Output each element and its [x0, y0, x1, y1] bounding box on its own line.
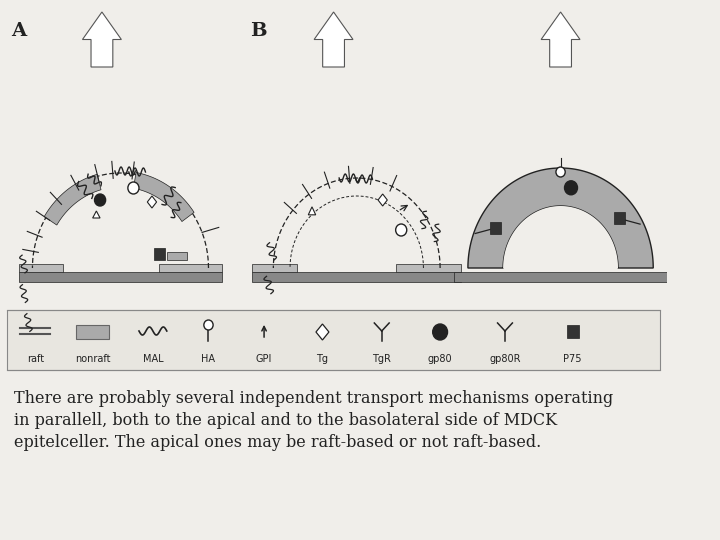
Bar — [454, 272, 667, 282]
Polygon shape — [378, 194, 387, 206]
Text: A: A — [11, 22, 26, 40]
Bar — [567, 325, 579, 338]
Bar — [614, 212, 625, 224]
Bar — [154, 248, 165, 260]
Text: epitelceller. The apical ones may be raft-based or not raft-based.: epitelceller. The apical ones may be raf… — [14, 434, 541, 451]
Polygon shape — [541, 12, 580, 67]
Text: gp80R: gp80R — [489, 354, 521, 364]
Circle shape — [204, 320, 213, 330]
Text: nonraft: nonraft — [75, 354, 110, 364]
Polygon shape — [83, 12, 122, 67]
Bar — [490, 221, 501, 233]
Circle shape — [433, 324, 448, 340]
Text: GPI: GPI — [256, 354, 272, 364]
Polygon shape — [308, 207, 315, 215]
Bar — [19, 264, 63, 272]
Text: MAL: MAL — [143, 354, 163, 364]
Text: raft: raft — [27, 354, 44, 364]
Polygon shape — [148, 196, 156, 208]
Polygon shape — [44, 174, 101, 225]
Bar — [159, 264, 222, 272]
Circle shape — [128, 182, 139, 194]
Text: P75: P75 — [563, 354, 582, 364]
Text: There are probably several independent transport mechanisms operating: There are probably several independent t… — [14, 390, 613, 407]
Polygon shape — [316, 324, 329, 340]
Circle shape — [564, 181, 577, 195]
Circle shape — [396, 224, 407, 236]
Bar — [167, 252, 187, 260]
Bar — [76, 325, 109, 339]
Circle shape — [556, 167, 565, 177]
Bar — [396, 264, 461, 272]
Polygon shape — [93, 211, 100, 218]
Text: in parallell, both to the apical and to the basolateral side of MDCK: in parallell, both to the apical and to … — [14, 412, 557, 429]
Polygon shape — [133, 172, 194, 221]
Text: HA: HA — [202, 354, 215, 364]
Circle shape — [94, 194, 106, 206]
Polygon shape — [468, 168, 653, 268]
Bar — [252, 264, 297, 272]
Text: gp80: gp80 — [428, 354, 452, 364]
Text: B: B — [250, 22, 267, 40]
Bar — [7, 310, 660, 370]
Bar — [19, 272, 222, 282]
Text: TgR: TgR — [372, 354, 391, 364]
Text: Tg: Tg — [317, 354, 328, 364]
Polygon shape — [314, 12, 353, 67]
Bar — [252, 272, 461, 282]
Polygon shape — [503, 206, 618, 268]
